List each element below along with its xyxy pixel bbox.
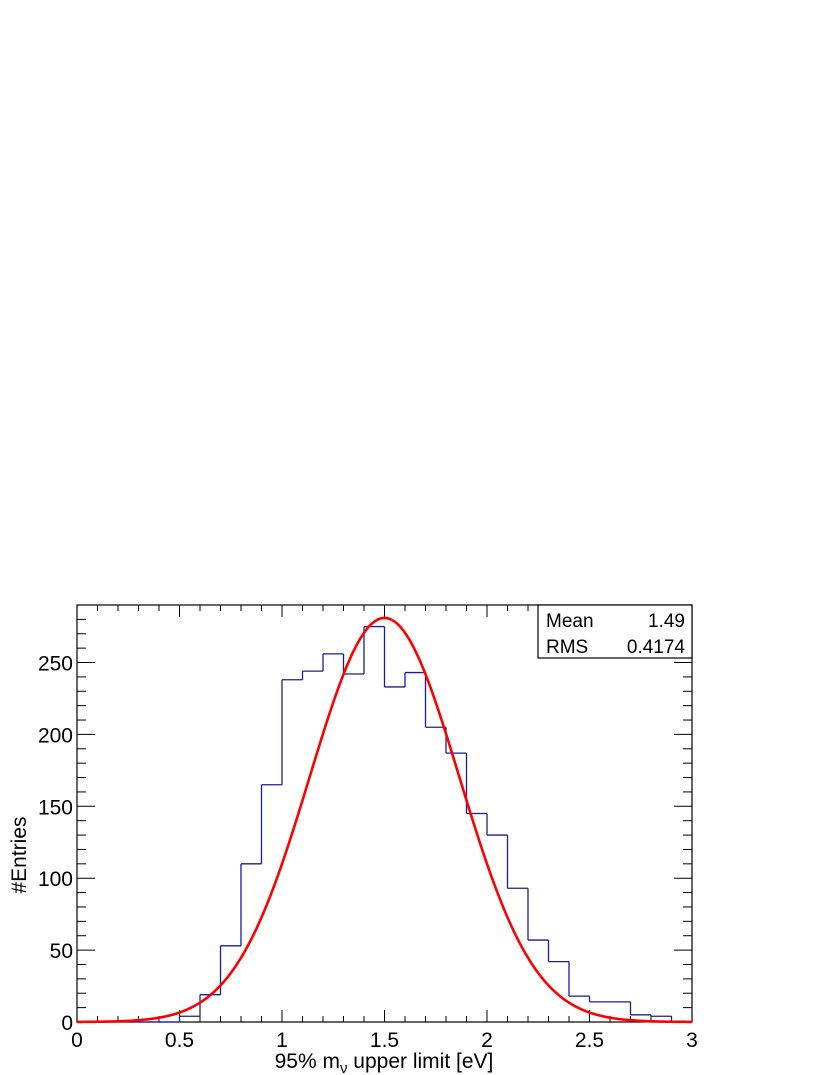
x-tick-label: 3 — [686, 1029, 698, 1052]
stats-box: Mean 1.49 RMS 0.4174 — [537, 604, 693, 659]
x-tick-label: 1 — [276, 1029, 288, 1052]
stats-rms-label: RMS — [546, 637, 588, 658]
x-tick-label: 2.5 — [575, 1029, 604, 1052]
y-tick-label: 200 — [38, 724, 73, 747]
stats-mean-value: 1.49 — [648, 611, 685, 632]
x-axis-title: 95% mν upper limit [eV] — [275, 1050, 494, 1075]
x-axis-title-subscript: ν — [340, 1060, 348, 1075]
gaussian-fit-curve — [76, 616, 693, 1024]
y-tick-label: 150 — [38, 796, 73, 819]
x-axis-title-main: 95% m — [275, 1050, 340, 1073]
x-tick-label: 0 — [71, 1029, 83, 1052]
y-tick-label: 250 — [38, 653, 73, 676]
x-axis-title-rest: upper limit [eV] — [347, 1050, 493, 1073]
stats-mean-label: Mean — [546, 611, 594, 632]
stats-rms-value: 0.4174 — [627, 637, 686, 658]
x-tick-label: 1.5 — [370, 1029, 399, 1052]
stats-box-border — [537, 604, 693, 659]
axis-ticks: 0 0.5 1 1.5 2 2.5 3 0 50 100 150 200 250 — [38, 604, 698, 1052]
gaussian-fit-series — [76, 616, 693, 1024]
x-tick-label: 2 — [481, 1029, 493, 1052]
y-tick-label: 100 — [38, 868, 73, 891]
y-tick-label: 0 — [61, 1012, 73, 1035]
y-tick-label: 50 — [50, 940, 73, 963]
y-axis-title: #Entries — [8, 816, 31, 893]
histogram-series — [77, 625, 692, 1023]
x-tick-label: 0.5 — [165, 1029, 194, 1052]
